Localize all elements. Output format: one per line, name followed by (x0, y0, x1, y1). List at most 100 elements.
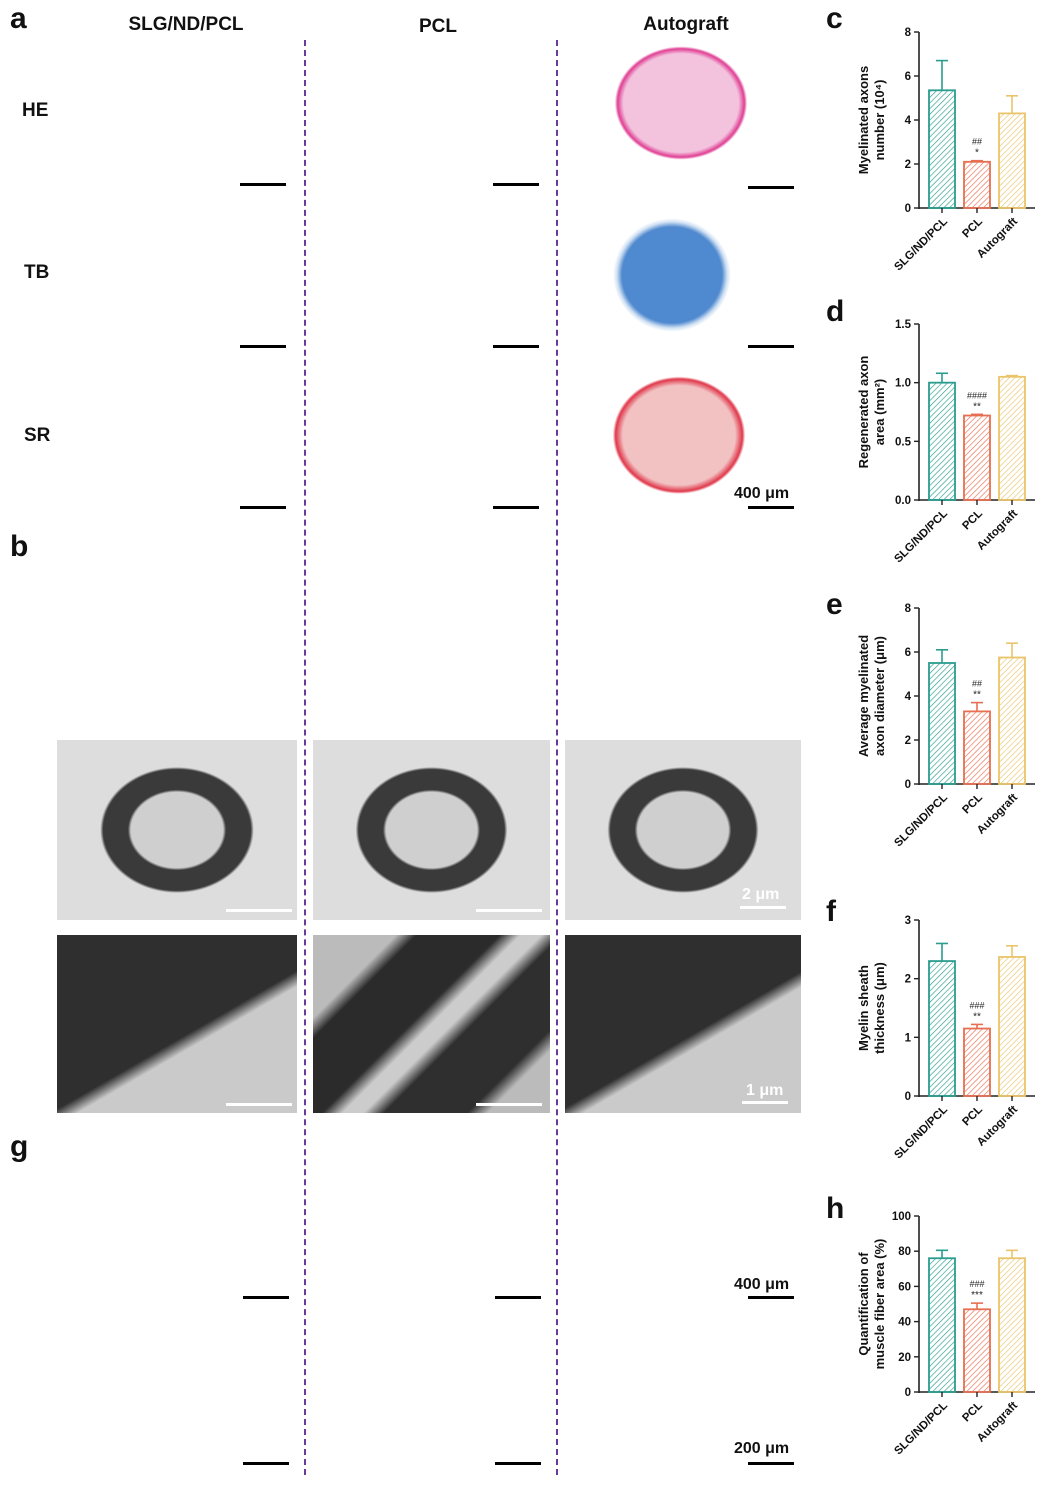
scale-bar (226, 909, 292, 912)
row-label-sr: SR (24, 425, 51, 446)
y-axis-label: Average myelinatedaxon diameter (μm) (856, 635, 887, 757)
tb-image-slg (110, 205, 270, 355)
y-tick-label: 8 (905, 27, 912, 39)
significance-hash: ## (972, 137, 982, 147)
panel-label-h: h (826, 1192, 845, 1225)
muscle-image-pcl-high (313, 1318, 550, 1473)
bar-slg-nd-pcl (928, 381, 956, 501)
bar-pcl (963, 710, 991, 785)
bar-slg-nd-pcl (928, 662, 956, 785)
panel-label-e: e (826, 588, 843, 621)
tem-image-autograft-mid (565, 740, 801, 920)
y-tick-label: 1.0 (895, 378, 911, 390)
sr-image-slg (95, 365, 265, 515)
scale-bar (748, 506, 794, 509)
scale-bar (226, 716, 292, 719)
scale-bar (742, 1101, 788, 1104)
x-tick-label: SLG/ND/PCL (892, 1400, 950, 1458)
column-label-autograft: Autograft (643, 14, 729, 35)
scale-bar (740, 906, 786, 909)
y-tick-label: 3 (905, 915, 911, 927)
bar-autograft (998, 112, 1026, 209)
x-tick-label: PCL (960, 1104, 985, 1129)
x-tick-label: SLG/ND/PCL (892, 216, 950, 274)
scale-bar (240, 506, 286, 509)
muscle-image-pcl-low (313, 1150, 550, 1307)
scale-bar (728, 716, 794, 719)
significance-star: ** (973, 401, 981, 412)
significance-star: ** (973, 1011, 981, 1022)
scale-label: 2 μm (742, 886, 780, 903)
significance-hash: ### (969, 1279, 984, 1289)
muscle-image-slg-low (57, 1150, 297, 1307)
column-label-slg: SLG/ND/PCL (128, 14, 244, 35)
bar-slg-nd-pcl (928, 960, 956, 1097)
tem-image-autograft-high (565, 935, 801, 1113)
x-tick-label: PCL (960, 508, 985, 533)
chart-h-muscle-fiber: Quantification ofmuscle fiber area (%) 0 2… (856, 1211, 1035, 1458)
sr-image-autograft (598, 370, 778, 515)
scale-label: 200 μm (734, 1440, 790, 1457)
panel-label-a: a (10, 2, 27, 35)
y-tick-label: 100 (892, 1211, 911, 1223)
bar-slg-nd-pcl (928, 89, 956, 209)
y-tick-label: 0 (905, 779, 911, 791)
bar-autograft (998, 375, 1026, 501)
tb-image-pcl (310, 200, 550, 340)
chart-d-axon-area: Regenerated axonarea (mm²) 0.0 0.5 1.0 1.5 SL… (856, 319, 1035, 566)
significance-star: ** (973, 690, 981, 701)
chart-f-myelin-thickness: Myelin sheaththickness (μm) 0 1 2 3 SLG/ND/PC… (856, 915, 1035, 1161)
y-tick-label: 0.5 (895, 436, 912, 448)
scale-bar (493, 506, 539, 509)
scale-bar (495, 1296, 541, 1299)
scale-bar (243, 1462, 289, 1465)
y-tick-label: 0 (905, 1091, 911, 1103)
tem-image-pcl-low (313, 548, 550, 728)
y-axis-label: Myelin sheaththickness (μm) (856, 962, 887, 1054)
y-tick-label: 1.5 (895, 319, 912, 331)
significance-hash: ### (969, 1000, 984, 1010)
panel-label-b: b (10, 530, 29, 563)
y-tick-label: 0 (905, 1387, 911, 1399)
column-label-pcl: PCL (419, 16, 457, 37)
x-tick-label: SLG/ND/PCL (892, 508, 950, 566)
scale-bar (493, 183, 539, 186)
scale-bar (240, 345, 286, 348)
significance-star: * (975, 148, 979, 159)
bar-autograft (998, 956, 1026, 1097)
y-tick-label: 2 (905, 974, 911, 986)
panel-label-f: f (826, 895, 836, 928)
y-tick-label: 6 (905, 647, 911, 659)
y-tick-label: 2 (905, 159, 911, 171)
row-label-he: HE (22, 100, 49, 121)
scale-label: 1 μm (746, 1082, 784, 1099)
x-tick-label: PCL (960, 792, 985, 817)
panel-label-d: d (826, 295, 845, 328)
tem-image-pcl-mid (313, 740, 550, 920)
muscle-image-slg-high (57, 1318, 297, 1473)
scale-bar (748, 1462, 794, 1465)
scale-label: 400 μm (734, 485, 790, 502)
significance-star: *** (971, 1290, 983, 1301)
y-tick-label: 60 (898, 1281, 911, 1293)
y-axis-label: Myelinated axonsnumber (10⁴) (856, 66, 887, 174)
tb-image-autograft (600, 205, 760, 345)
y-tick-label: 80 (898, 1246, 911, 1258)
scale-bar (495, 1462, 541, 1465)
divider-line (304, 40, 306, 1475)
y-tick-label: 20 (898, 1352, 911, 1364)
tem-image-pcl-high (313, 935, 550, 1113)
sr-image-pcl (310, 362, 550, 482)
scale-bar (226, 1103, 292, 1106)
significance-hash: ## (972, 679, 982, 689)
x-tick-label: PCL (960, 1400, 985, 1425)
bar-slg-nd-pcl (928, 1257, 956, 1393)
scale-label: 400 μm (734, 1276, 790, 1293)
scale-bar (748, 186, 794, 189)
y-tick-label: 0.0 (895, 495, 911, 507)
scale-label: 10 μm (734, 697, 781, 714)
chart-e-axon-diameter: Average myelinatedaxon diameter (μm) 0 2 4 6… (856, 603, 1035, 849)
y-tick-label: 40 (898, 1317, 911, 1329)
scale-bar (243, 1296, 289, 1299)
chart-c-myelinated-axons: Myelinated axonsnumber (10⁴) 0 2 4 6 8 SLG/ND/… (856, 27, 1035, 274)
